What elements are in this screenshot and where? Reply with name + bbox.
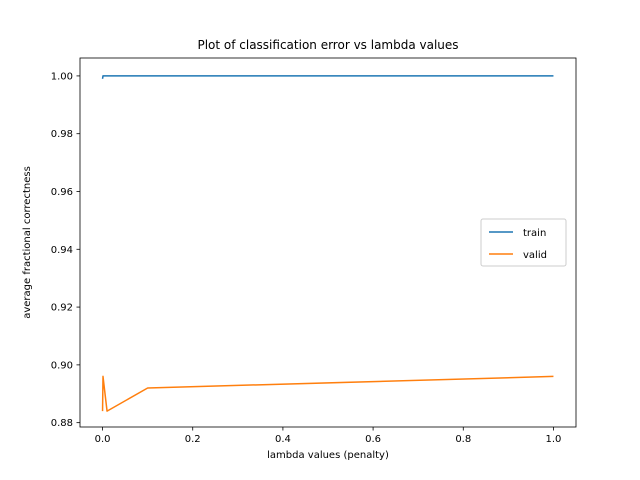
x-tick-label: 1.0 — [546, 434, 562, 445]
y-axis-ticks: 0.88 0.90 0.92 0.94 0.96 0.98 1.00 — [51, 71, 80, 429]
x-tick-label: 0.2 — [185, 434, 201, 445]
y-tick-label: 0.88 — [51, 418, 73, 429]
x-tick-label: 0.4 — [275, 434, 291, 445]
y-tick-label: 0.98 — [51, 129, 73, 140]
x-tick-label: 0.6 — [365, 434, 381, 445]
y-tick-label: 0.92 — [51, 303, 73, 314]
y-tick-label: 0.94 — [51, 245, 73, 256]
y-tick-label: 0.90 — [51, 360, 73, 371]
legend-label-train: train — [523, 228, 546, 239]
y-tick-label: 1.00 — [51, 71, 73, 82]
x-axis-label: lambda values (penalty) — [267, 450, 389, 461]
x-axis-ticks: 0.0 0.2 0.4 0.6 0.8 1.0 — [95, 427, 562, 445]
legend: train valid — [480, 218, 567, 267]
y-axis-label: average fractional correctness — [22, 166, 33, 319]
x-tick-label: 0.8 — [455, 434, 471, 445]
x-tick-label: 0.0 — [95, 434, 111, 445]
axes-frame — [79, 57, 577, 428]
series-line-valid — [101, 375, 554, 412]
series-line-train — [101, 75, 554, 79]
y-tick-label: 0.96 — [51, 187, 73, 198]
series-layer — [101, 75, 554, 412]
legend-label-valid: valid — [523, 250, 547, 261]
chart-title: Plot of classification error vs lambda v… — [197, 38, 458, 52]
